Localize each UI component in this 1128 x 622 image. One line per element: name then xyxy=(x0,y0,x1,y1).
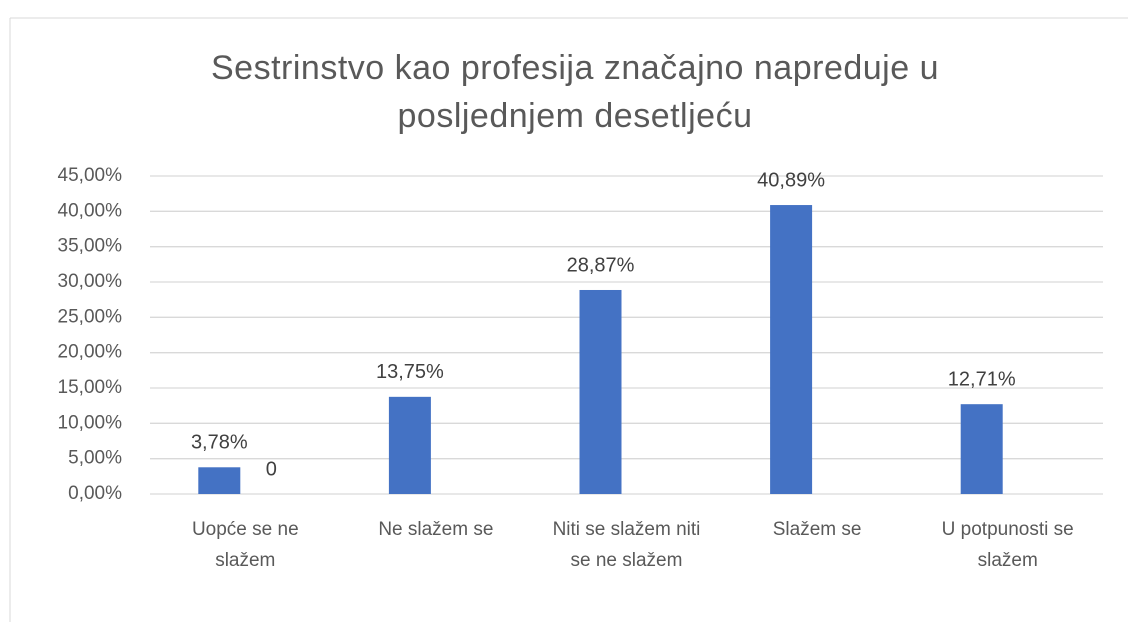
bar xyxy=(579,289,622,494)
y-tick-label: 20,00% xyxy=(58,342,123,363)
bar xyxy=(388,396,431,494)
y-tick-label: 5,00% xyxy=(68,448,122,469)
y-tick-label: 25,00% xyxy=(58,306,123,327)
x-tick-label: Uopće se ne slažem xyxy=(191,519,299,571)
x-tick-label: U potpunosti se slažem xyxy=(941,519,1074,571)
x-tick-label: Slažem se xyxy=(772,519,862,540)
y-tick-label: 35,00% xyxy=(58,236,123,257)
bar xyxy=(198,467,241,494)
y-tick-label: 0,00% xyxy=(68,483,122,504)
x-tick-label: Niti se slažem niti se ne slažem xyxy=(552,519,701,571)
data-label: 0 xyxy=(266,458,277,480)
y-tick-label: 40,00% xyxy=(58,200,123,221)
data-label: 12,71% xyxy=(948,368,1016,390)
y-tick-label: 45,00% xyxy=(58,165,123,186)
data-label: 13,75% xyxy=(376,361,444,383)
chart-title: Sestrinstvo kao profesija značajno napre… xyxy=(211,49,939,135)
y-tick-label: 10,00% xyxy=(58,412,123,433)
y-tick-label: 15,00% xyxy=(58,377,123,398)
bar xyxy=(770,205,813,494)
data-label: 28,87% xyxy=(567,254,635,276)
y-tick-label: 30,00% xyxy=(58,271,123,292)
bar xyxy=(960,404,1003,494)
data-label: 40,89% xyxy=(757,169,825,191)
x-tick-label: Ne slažem se xyxy=(378,519,494,540)
data-label: 3,78% xyxy=(191,432,248,454)
